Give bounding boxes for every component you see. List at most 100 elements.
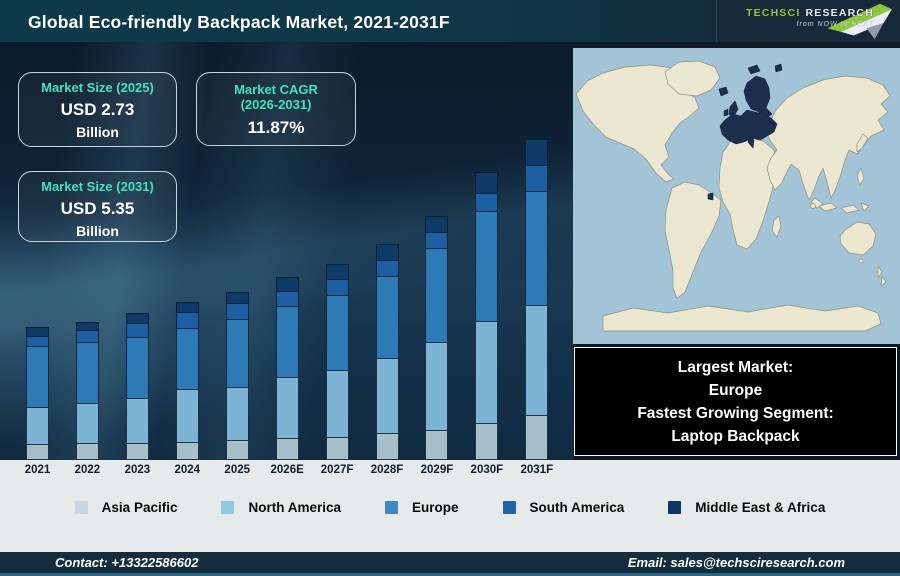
bar-2024[interactable]: [175, 302, 199, 460]
bar-segment-asia-pacific: [125, 443, 149, 460]
legend-item-europe[interactable]: Europe: [385, 500, 459, 515]
bar-segment-north-america: [75, 403, 99, 444]
bar-segment-asia-pacific: [375, 433, 399, 460]
stat-label: Market CAGR: [234, 82, 318, 97]
bar-segment-north-america: [26, 407, 49, 445]
bar-segment-europe: [525, 191, 549, 306]
legend-item-asia-pacific[interactable]: Asia Pacific: [74, 500, 178, 515]
bar-segment-south-america: [375, 260, 399, 277]
map-south-america: [664, 181, 722, 299]
axis-legend-panel: 2021 2022 2023 2024 2025 2026E 2027F 2028F 2029F…: [0, 460, 900, 552]
stat-value: 11.87%: [247, 118, 305, 137]
bar-2031F[interactable]: [525, 139, 549, 460]
bar-segment-south-america: [525, 165, 549, 192]
bar-segment-north-america: [375, 358, 399, 434]
legend-swatch: [74, 501, 88, 514]
stat-box-market-size-2025: Market Size (2025) USD 2.73 Billion: [18, 72, 177, 147]
stat-value: USD 2.73: [60, 100, 135, 119]
bar-2027F[interactable]: [325, 264, 349, 460]
page-title: Global Eco-friendly Backpack Market, 202…: [28, 12, 450, 32]
bar-segment-south-america: [225, 303, 249, 320]
bar-segment-north-america: [175, 389, 199, 443]
stat-label: Market Size (2025): [41, 80, 154, 95]
map-japan: [856, 133, 869, 153]
bar-segment-middle-east-africa: [375, 244, 399, 261]
stat-box-market-size-2031: Market Size (2031) USD 5.35 Billion: [18, 171, 177, 242]
map-sri-lanka: [810, 203, 816, 209]
stat-label: Market Size (2031): [41, 179, 154, 194]
footer: Contact: +13322586602 Email: sales@techs…: [0, 552, 900, 576]
bar-segment-south-america: [275, 291, 299, 307]
stat-label-line2: (2026-2031): [240, 97, 312, 112]
bar-segment-europe: [475, 211, 499, 322]
map-madagascar: [771, 215, 782, 238]
x-axis-label-2027F: 2027F: [320, 464, 354, 476]
x-axis-label-2029F: 2029F: [420, 464, 454, 476]
x-axis-label-2026E: 2026E: [270, 464, 304, 476]
bar-segment-europe: [125, 337, 149, 399]
bar-segment-europe: [425, 248, 449, 343]
bar-segment-asia-pacific: [26, 444, 49, 460]
bar-segment-europe: [26, 346, 49, 408]
map-new-zealand: [877, 265, 887, 287]
map-novaya-zemlya: [774, 63, 783, 73]
map-greenland: [664, 60, 721, 97]
map-italy: [747, 135, 755, 149]
bar-2025[interactable]: [225, 292, 249, 460]
legend-label: Middle East & Africa: [695, 500, 826, 515]
market-callout: Largest Market: Europe Fastest Growing S…: [574, 347, 897, 456]
right-panel: Largest Market: Europe Fastest Growing S…: [573, 42, 900, 460]
legend-item-north-america[interactable]: North America: [221, 500, 341, 515]
legend-swatch: [221, 501, 235, 514]
stat-box-market-cagr: Market CAGR (2026-2031) 11.87%: [196, 72, 356, 146]
footer-contact: Contact: +13322586602: [55, 555, 199, 570]
bar-2029F[interactable]: [425, 216, 449, 460]
bar-segment-asia-pacific: [75, 443, 99, 460]
legend-item-south-america[interactable]: South America: [502, 500, 625, 515]
map-uk: [728, 100, 739, 119]
legend-label: South America: [529, 500, 625, 515]
bar-segment-asia-pacific: [475, 423, 499, 460]
legend-swatch: [385, 501, 398, 514]
legend-item-middle-east-africa[interactable]: Middle East & Africa: [668, 500, 825, 515]
legend-label: North America: [248, 500, 341, 515]
x-axis-label-2030F: 2030F: [470, 464, 504, 476]
x-axis-label-2021: 2021: [24, 464, 51, 476]
x-axis-label-2022: 2022: [74, 464, 101, 476]
x-axis-label-2024: 2024: [174, 464, 201, 476]
stat-unit: Billion: [76, 223, 119, 239]
logo-brand-secondary: Research: [805, 7, 874, 19]
legend-label: Asia Pacific: [101, 500, 178, 515]
footer-email: Email: sales@techsciresearch.com: [627, 555, 845, 570]
bar-segment-asia-pacific: [175, 442, 199, 460]
bar-segment-europe: [275, 306, 299, 378]
bar-2023[interactable]: [125, 313, 149, 460]
bar-segment-south-america: [175, 312, 199, 329]
callout-line: Fastest Growing Segment:: [637, 404, 834, 422]
stat-value: USD 5.35: [60, 199, 135, 218]
map-ireland: [723, 108, 729, 117]
map-french-guiana: [707, 192, 714, 201]
x-axis-label-2025: 2025: [224, 464, 251, 476]
bar-segment-north-america: [225, 387, 249, 441]
bar-segment-north-america: [125, 398, 149, 444]
map-europe-mainland: [719, 109, 778, 145]
bar-2028F[interactable]: [375, 244, 399, 460]
map-philippines: [856, 167, 865, 186]
map-indonesia: [810, 197, 870, 214]
callout-line: Largest Market:: [677, 358, 794, 376]
logo-tagline: from NOW to NEXT: [796, 21, 874, 28]
bar-2030F[interactable]: [475, 172, 499, 460]
bar-segment-north-america: [475, 321, 499, 424]
map-asia: [766, 75, 891, 201]
legend-label: Europe: [412, 500, 459, 515]
bar-segment-north-america: [425, 342, 449, 431]
bar-2026E[interactable]: [275, 277, 299, 460]
bar-2021[interactable]: [26, 327, 49, 460]
logo-arrow-icon: [827, 3, 892, 40]
bar-2022[interactable]: [75, 322, 99, 460]
chart-legend: Asia Pacific North America Europe South Ame…: [0, 500, 900, 515]
bar-segment-europe: [225, 319, 249, 388]
map-north-america: [575, 64, 700, 183]
